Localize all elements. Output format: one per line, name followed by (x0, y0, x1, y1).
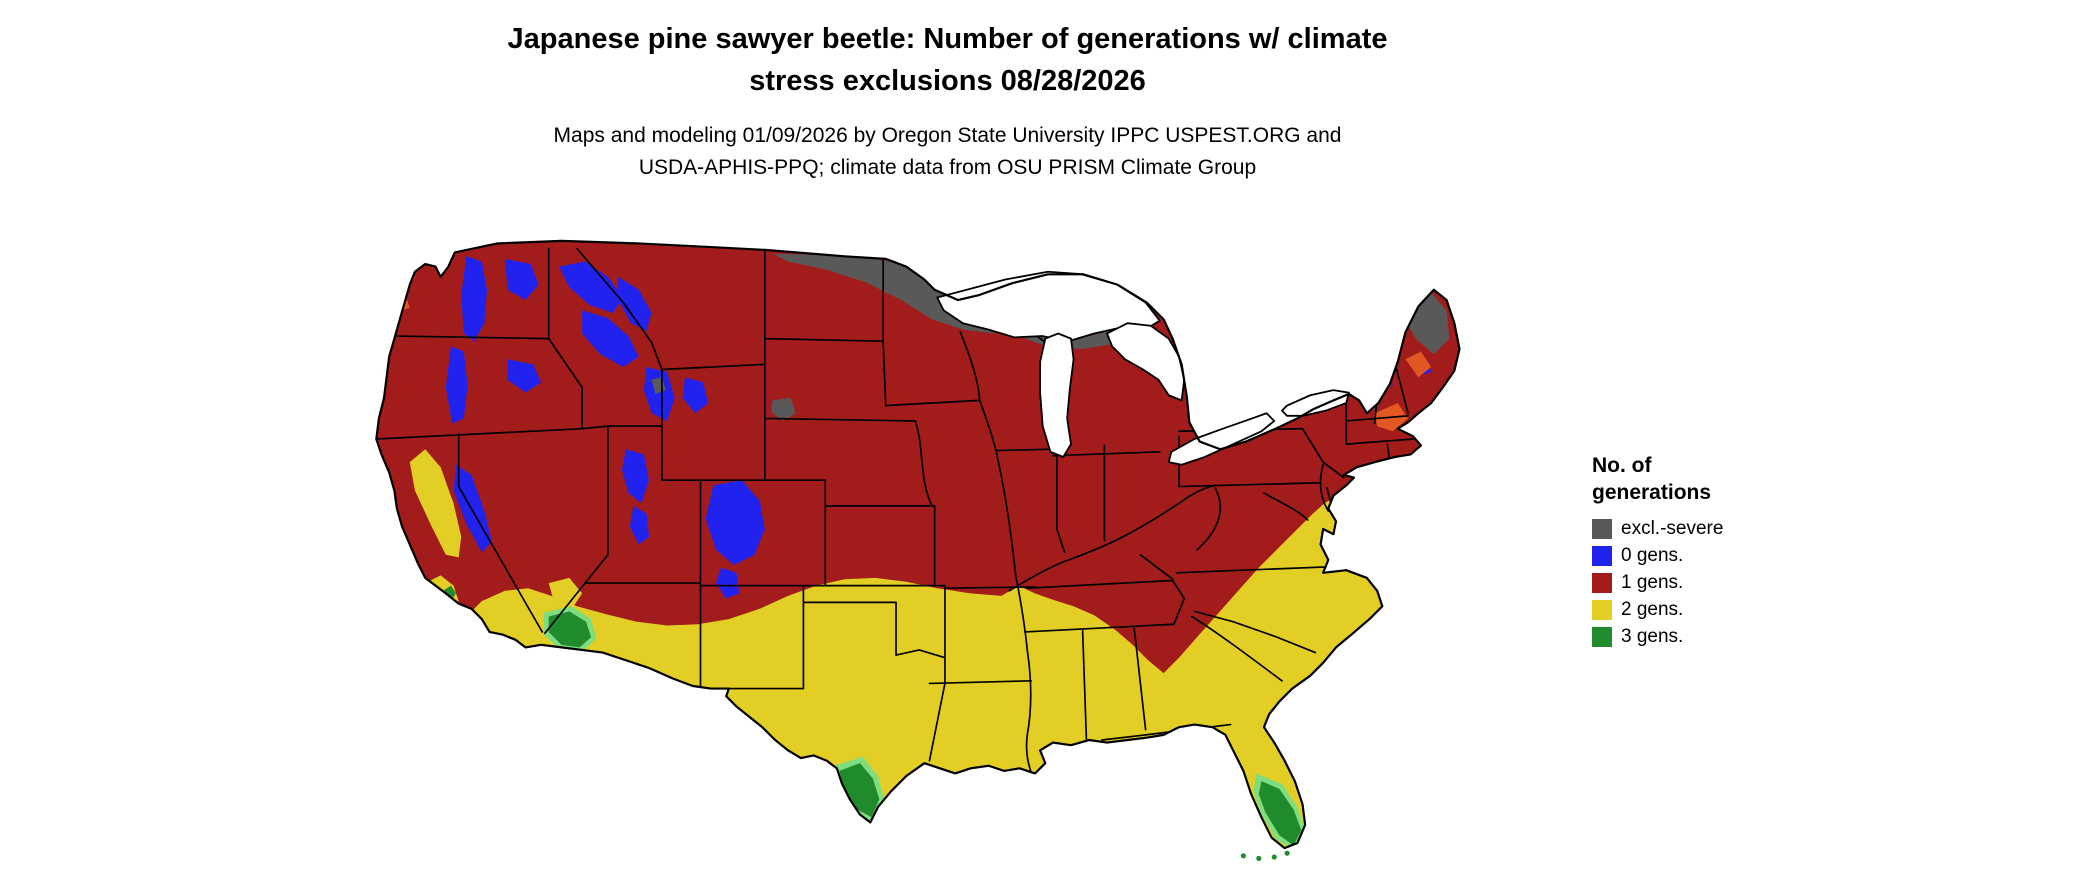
state-borders (376, 247, 1415, 783)
legend-label-excl-severe: excl.-severe (1621, 517, 1724, 539)
map-title-line2: stress exclusions 08/28/2026 (749, 65, 1146, 98)
us-map-svg (375, 239, 1461, 861)
legend-swatch-2-gens (1592, 599, 1612, 620)
lake-michigan (1039, 332, 1075, 458)
map-title-line1: Japanese pine sawyer beetle: Number of g… (507, 23, 1388, 55)
legend-title: No. of generations (1592, 452, 1723, 507)
legend-label-0-gens: 0 gens. (1621, 544, 1684, 566)
legend-item-excl-severe: excl.-severe (1592, 518, 1723, 540)
legend-swatch-0-gens (1592, 545, 1612, 566)
legend-label-1-gens: 1 gens. (1621, 571, 1684, 593)
legend-swatch-excl-severe (1592, 518, 1612, 539)
us-generations-map (330, 210, 1565, 864)
legend-title-line2: generations (1592, 481, 1712, 505)
legend-title-line1: No. of (1592, 454, 1652, 477)
map-subtitle: Maps and modeling 01/09/2026 by Oregon S… (0, 120, 1895, 183)
legend-item-3-gens: 3 gens. (1592, 626, 1723, 648)
legend-swatch-3-gens (1592, 626, 1612, 647)
legend-swatch-1-gens (1592, 572, 1612, 593)
lake-huron (1106, 322, 1186, 402)
legend-label-2-gens: 2 gens. (1621, 598, 1684, 620)
map-title: Japanese pine sawyer beetle: Number of g… (0, 18, 1895, 102)
legend-item-1-gens: 1 gens. (1592, 572, 1723, 594)
legend: No. of generations excl.-severe 0 gens. 1… (1592, 452, 1723, 653)
us-outline (375, 239, 1461, 850)
map-subtitle-line2b: USDA-APHIS-PPQ; climate data from OSU PR… (638, 155, 1257, 179)
lake-ontario (1281, 389, 1350, 417)
map-subtitle-line1: Maps and modeling 01/09/2026 by Oregon S… (553, 124, 1342, 148)
region-3-gens (443, 585, 1302, 846)
legend-label-3-gens: 3 gens. (1621, 625, 1684, 647)
lake-erie (1167, 412, 1276, 466)
header: Japanese pine sawyer beetle: Number of g… (0, 18, 1895, 183)
florida-keys (1240, 850, 1290, 861)
legend-item-0-gens: 0 gens. (1592, 545, 1723, 567)
legend-item-2-gens: 2 gens. (1592, 599, 1723, 621)
legend-items: excl.-severe 0 gens. 1 gens. 2 gens. 3 g… (1592, 518, 1723, 648)
